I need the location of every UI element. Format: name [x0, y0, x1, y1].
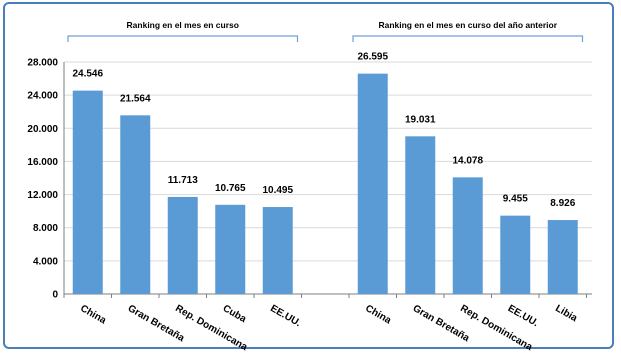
y-tick-label: 4.000 — [33, 256, 58, 267]
category-label: China — [363, 303, 393, 327]
category-label: EE.UU. — [506, 303, 541, 329]
data-label: 11.713 — [168, 175, 198, 186]
group-bracket — [352, 35, 584, 42]
bar — [262, 207, 293, 294]
y-tick-label: 24.000 — [27, 91, 58, 102]
bar — [500, 215, 531, 294]
category-label: Cuba — [221, 303, 249, 325]
data-label: 10.495 — [262, 185, 293, 196]
data-label: 26.595 — [357, 52, 388, 63]
y-tick-label: 16.000 — [27, 157, 58, 168]
bar — [405, 136, 436, 294]
y-tick-label: 12.000 — [27, 190, 58, 201]
data-label: 8.926 — [550, 198, 575, 209]
bar — [120, 115, 151, 294]
data-label: 9.455 — [503, 194, 528, 205]
data-label: 21.564 — [120, 93, 151, 104]
bar — [357, 73, 388, 295]
y-tick-label: 28.000 — [27, 58, 58, 69]
y-tick-label: 0 — [52, 290, 58, 301]
bar — [547, 220, 578, 294]
data-label: 24.546 — [72, 69, 103, 80]
bar — [167, 196, 198, 294]
data-label: 10.765 — [215, 183, 246, 194]
group-bracket — [67, 35, 299, 42]
y-tick-label: 8.000 — [33, 223, 58, 234]
y-tick-label: 20.000 — [27, 124, 58, 135]
bar — [452, 177, 483, 294]
data-label: 14.078 — [452, 155, 483, 166]
data-label: 19.031 — [405, 114, 436, 125]
category-label: China — [78, 303, 108, 327]
category-label: EE.UU. — [268, 303, 303, 329]
group-label: Ranking en el mes en curso — [127, 20, 239, 30]
category-label: Libia — [553, 303, 579, 324]
bar — [72, 90, 103, 294]
bar — [215, 204, 246, 294]
group-label: Ranking en el mes en curso del año anter… — [378, 20, 557, 30]
